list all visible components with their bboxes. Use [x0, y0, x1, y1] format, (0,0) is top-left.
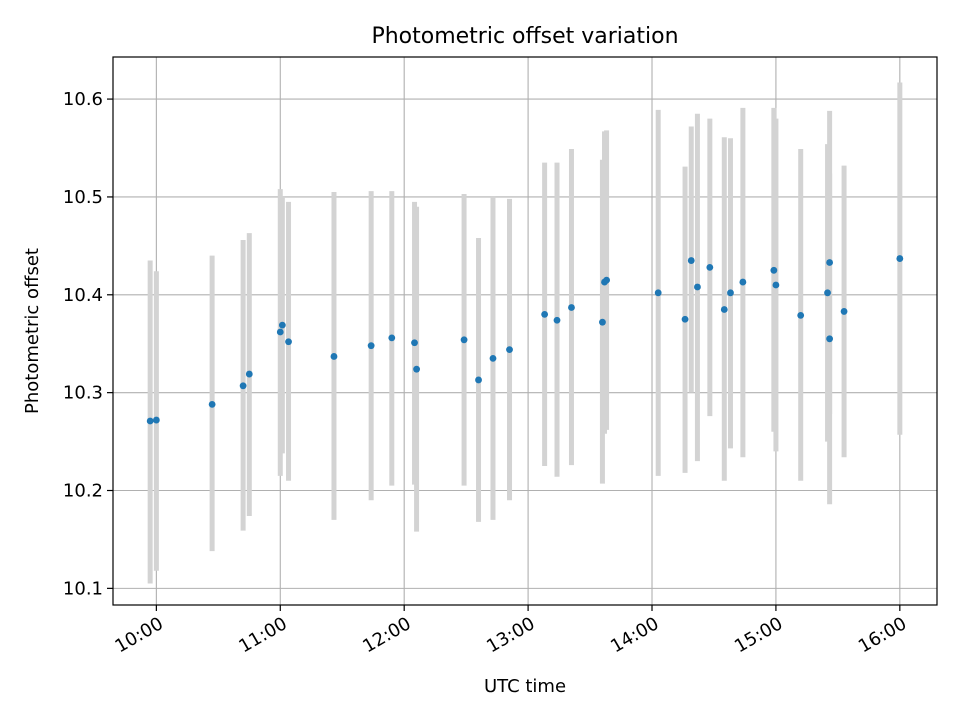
y-tick-label: 10.2 [63, 481, 103, 502]
data-point [208, 400, 216, 408]
x-tick-label: 10:00 [111, 613, 166, 657]
data-point [681, 315, 689, 323]
data-point [687, 257, 695, 264]
x-axis-ticks: 10:00 11:00 12:00 13:00 14:00 15:00 16:00 [111, 605, 910, 657]
data-point [553, 316, 561, 324]
data-point [739, 278, 747, 286]
x-tick-label: 13:00 [483, 613, 538, 657]
plot-frame [112, 56, 938, 606]
y-tick-label: 10.3 [63, 383, 103, 404]
data-point [285, 338, 292, 346]
data-point [797, 311, 805, 319]
data-point [896, 255, 904, 262]
data-point [772, 281, 780, 289]
data-point [330, 353, 338, 360]
grid-lines [113, 57, 937, 605]
data-point [603, 276, 610, 284]
data-point [460, 336, 468, 344]
data-point [824, 289, 831, 297]
data-point [388, 334, 396, 342]
x-tick-label: 12:00 [359, 613, 414, 657]
data-point [276, 328, 284, 336]
y-axis-label: Photometric offset [22, 248, 43, 414]
x-tick-label: 14:00 [607, 613, 662, 657]
data-point [770, 266, 778, 274]
data-point [568, 304, 575, 311]
data-point [826, 335, 834, 343]
data-point [367, 342, 375, 350]
y-tick-label: 10.4 [63, 285, 103, 306]
y-tick-label: 10.1 [63, 578, 103, 599]
data-point [826, 259, 834, 266]
data-point [599, 318, 606, 326]
x-tick-label: 11:00 [235, 613, 290, 657]
x-axis-label: UTC time [484, 676, 566, 697]
data-point [413, 365, 420, 373]
y-tick-label: 10.5 [63, 187, 103, 208]
data-point [541, 310, 549, 318]
data-point [239, 382, 247, 390]
x-tick-label: 15:00 [731, 613, 786, 657]
data-point [727, 289, 734, 297]
data-point [489, 355, 497, 362]
data-point [152, 416, 160, 424]
data-point [706, 263, 714, 271]
data-points [146, 255, 904, 425]
data-point [694, 283, 701, 291]
data-point [278, 321, 286, 329]
y-axis-ticks: 10.1 10.2 10.3 10.4 10.5 10.6 [63, 89, 113, 599]
data-point [475, 376, 482, 384]
data-point [146, 417, 154, 425]
x-tick-label: 16:00 [855, 613, 910, 657]
data-point [506, 346, 513, 353]
chart-title: Photometric offset variation [371, 24, 678, 49]
data-point [720, 306, 728, 313]
data-point [840, 308, 848, 315]
data-point [245, 370, 253, 378]
data-point [411, 339, 418, 347]
y-tick-label: 10.6 [63, 89, 103, 110]
data-point [654, 289, 662, 297]
error-bars [147, 82, 903, 584]
